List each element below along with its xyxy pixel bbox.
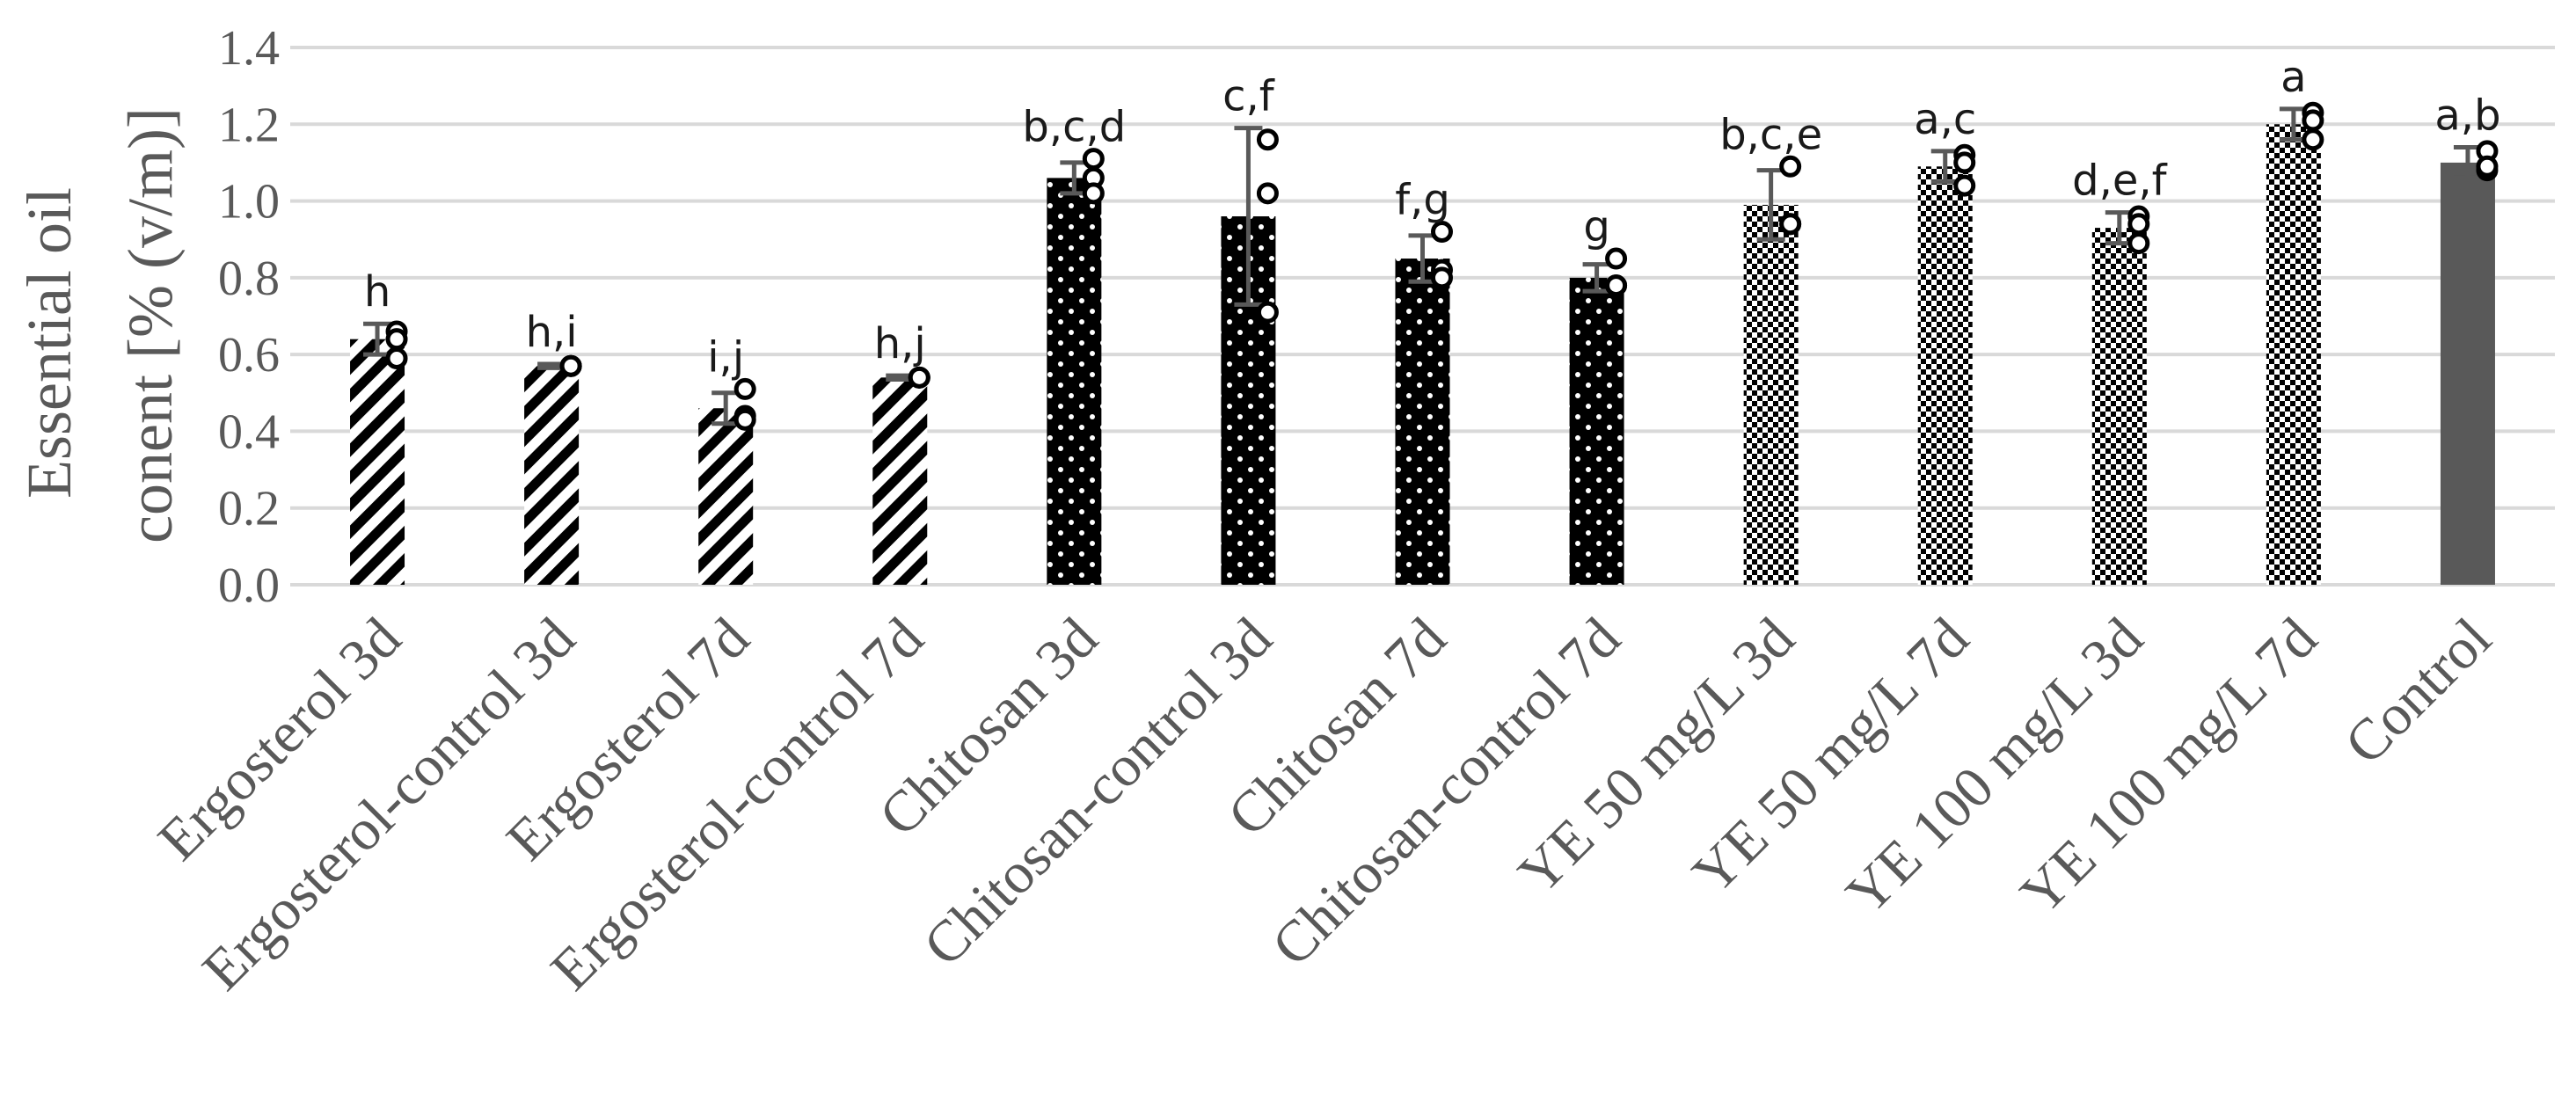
replicate-point bbox=[2302, 128, 2324, 151]
significance-label: a,c bbox=[1914, 95, 1976, 144]
y-axis-ticks: 0.0 0.2 0.4 0.6 0.8 1.0 1.2 1.4 bbox=[218, 21, 280, 613]
category-label: Control bbox=[2332, 606, 2503, 776]
bar bbox=[872, 377, 928, 585]
bar bbox=[350, 339, 405, 585]
replicate-point bbox=[385, 347, 408, 370]
y-tick-label: 1.0 bbox=[218, 175, 280, 230]
replicate-point bbox=[2127, 232, 2150, 255]
significance-label: i,j bbox=[707, 332, 744, 382]
y-tick-label: 1.2 bbox=[218, 98, 280, 152]
replicate-point bbox=[1256, 182, 1279, 205]
significance-label: h,j bbox=[874, 319, 926, 368]
bar bbox=[1047, 178, 1102, 585]
significance-label: b,c,d bbox=[1022, 103, 1126, 152]
replicate-point bbox=[1082, 148, 1105, 171]
bar bbox=[1917, 166, 1973, 586]
bar bbox=[524, 366, 580, 585]
replicate-point bbox=[733, 377, 756, 400]
bar bbox=[698, 408, 754, 585]
y-axis-title-line2: conent [% (v/m)] bbox=[115, 107, 186, 543]
replicate-point bbox=[2476, 155, 2499, 178]
error-bar bbox=[1582, 262, 1611, 294]
y-tick-label: 0.6 bbox=[218, 328, 280, 383]
replicate-point bbox=[559, 354, 582, 377]
replicate-point bbox=[1256, 301, 1279, 324]
replicate-point bbox=[1431, 220, 1453, 243]
significance-label: g bbox=[1583, 202, 1609, 251]
y-tick-label: 0.2 bbox=[218, 482, 280, 536]
category-label: YE 100 mg/L 3d bbox=[1835, 606, 2156, 927]
significance-label: d,e,f bbox=[2072, 157, 2168, 206]
category-label: YE 100 mg/L 7d bbox=[2009, 606, 2330, 927]
replicate-point bbox=[1953, 151, 1976, 174]
y-tick-label: 0.0 bbox=[218, 558, 280, 613]
bar bbox=[1743, 204, 1799, 585]
replicate-point bbox=[908, 366, 930, 389]
replicate-points bbox=[385, 101, 2499, 431]
replicate-point bbox=[1779, 155, 1802, 178]
significance-label: a bbox=[2280, 53, 2306, 102]
significance-label: h,i bbox=[526, 308, 578, 357]
y-tick-label: 0.4 bbox=[218, 404, 280, 459]
replicate-point bbox=[1605, 247, 1628, 270]
replicate-point bbox=[2302, 109, 2324, 132]
bar bbox=[2091, 228, 2147, 585]
replicate-point bbox=[1431, 266, 1453, 289]
bar bbox=[1569, 277, 1624, 585]
significance-labels: h h,i i,j h,j b,c,d c,f f,g g b,c,e a,c d,e,f a a,b bbox=[364, 53, 2501, 383]
replicate-point bbox=[1953, 174, 1976, 197]
replicate-point bbox=[1256, 128, 1279, 151]
replicate-point bbox=[1082, 182, 1105, 205]
replicate-point bbox=[2127, 213, 2150, 236]
replicate-point bbox=[733, 408, 756, 431]
significance-label: a,b bbox=[2434, 91, 2500, 140]
replicate-point bbox=[1605, 274, 1628, 297]
y-axis-title-line1: Essential oil bbox=[14, 187, 84, 499]
significance-label: c,f bbox=[1222, 72, 1275, 121]
bar bbox=[2440, 162, 2495, 585]
bar bbox=[2266, 124, 2321, 586]
y-tick-label: 0.8 bbox=[218, 251, 280, 306]
y-tick-label: 1.4 bbox=[218, 21, 280, 76]
significance-label: h bbox=[364, 267, 390, 317]
bars bbox=[350, 124, 2495, 586]
bar bbox=[1395, 259, 1450, 585]
significance-label: b,c,e bbox=[1719, 110, 1822, 159]
replicate-point bbox=[1779, 213, 1802, 236]
replicate-point bbox=[385, 328, 408, 351]
error-bar bbox=[1234, 126, 1263, 307]
significance-label: f,g bbox=[1395, 175, 1450, 224]
